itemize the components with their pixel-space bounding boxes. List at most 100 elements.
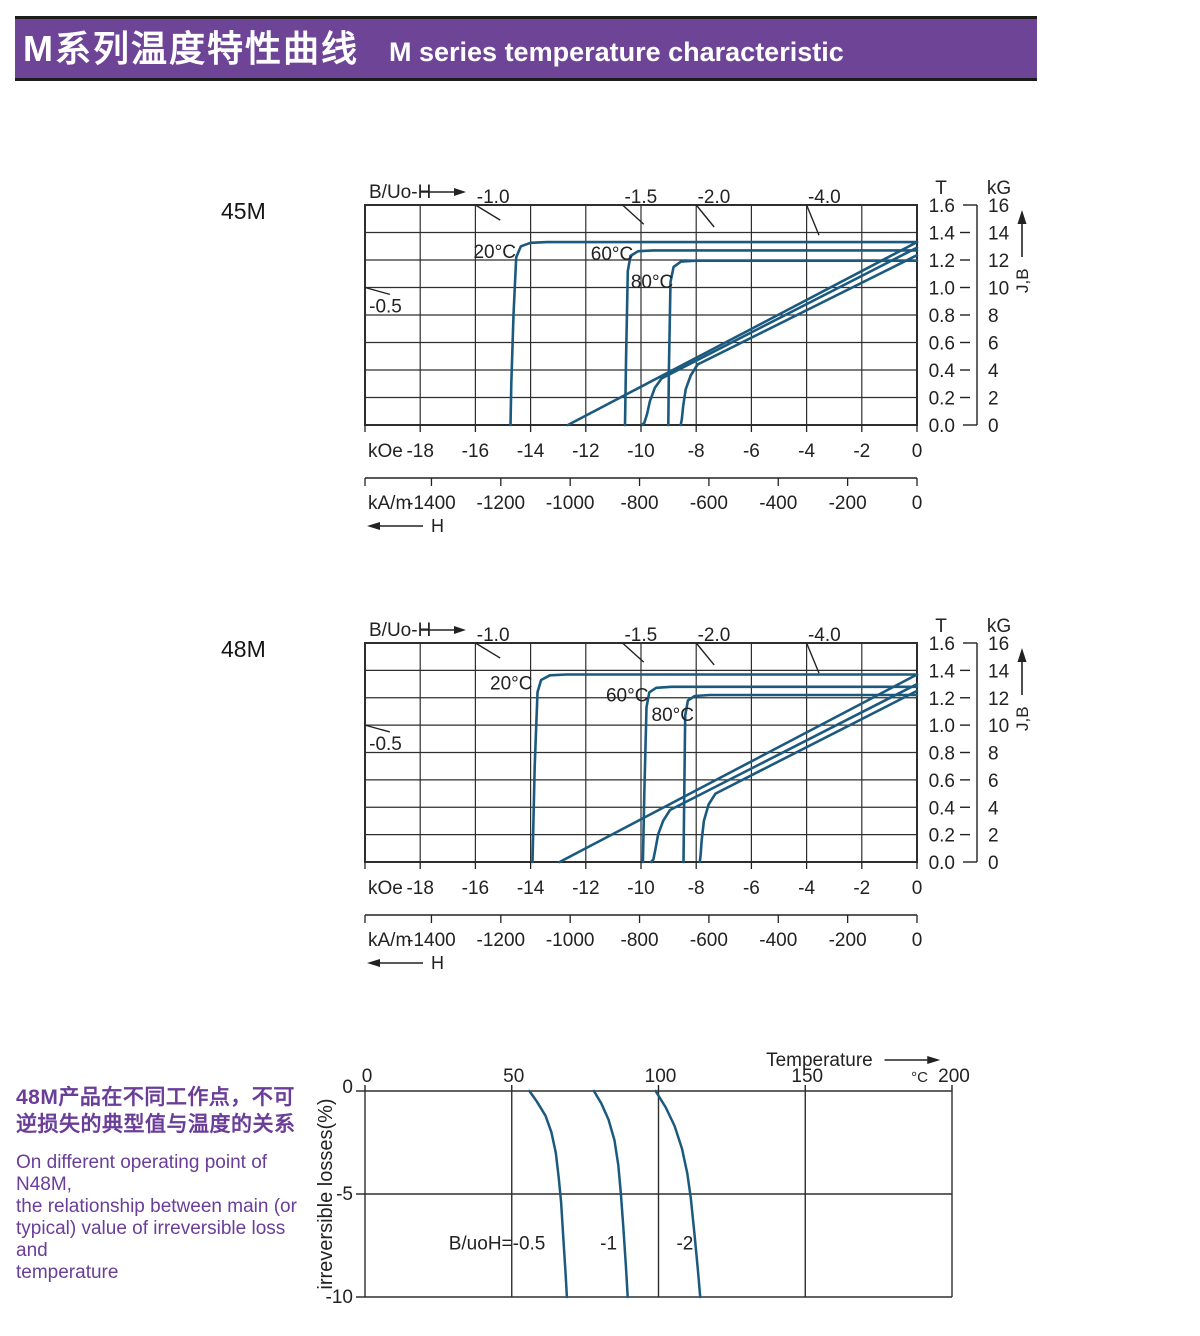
- kg-scale-label: 4: [988, 798, 999, 819]
- load-line-label: -4.0: [808, 187, 841, 208]
- curve-bh-1: [592, 1089, 629, 1299]
- t-scale-label: 0.2: [929, 826, 955, 847]
- koe-tick-label: -8: [688, 441, 705, 462]
- grade-label-45m: 45M: [221, 198, 266, 224]
- kam-tick-label: -1200: [477, 930, 526, 951]
- load-line-label: -4.0: [808, 625, 841, 646]
- t-scale-label: 0.2: [929, 389, 955, 410]
- y-axis-title: irreversible losses(%): [315, 1098, 337, 1289]
- x-tick-label: 150: [791, 1066, 823, 1087]
- load-line-label: -0.5: [369, 296, 402, 317]
- curve-j-20c: [531, 673, 919, 864]
- curve-b-20c: [558, 673, 919, 864]
- curve-bh-2: [654, 1089, 702, 1299]
- kg-scale-label: 4: [988, 361, 999, 382]
- kam-tick-label: -1000: [546, 930, 595, 951]
- t-scale-label: 0.0: [929, 416, 955, 437]
- curve-temp-label: 80°C: [631, 272, 673, 293]
- curve-j-80c: [682, 693, 919, 864]
- kam-tick-label: -1200: [477, 493, 526, 514]
- note-zh-line2: 逆损失的典型值与温度的关系: [16, 1113, 296, 1136]
- kam-tick-label: -200: [829, 493, 867, 514]
- note-en: On different operating point of N48M, th…: [16, 1152, 316, 1284]
- t-scale-label: 0.8: [929, 744, 955, 765]
- koe-tick-label: -14: [517, 878, 545, 899]
- load-line-tick: [622, 642, 645, 663]
- header-bar: M系列温度特性曲线 M series temperature character…: [15, 16, 1037, 81]
- t-scale-label: 0.8: [929, 306, 955, 327]
- kg-scale-label: 6: [988, 334, 999, 355]
- load-line-label: -1.5: [624, 625, 657, 646]
- curve-temp-label: 60°C: [606, 686, 648, 707]
- koe-tick-label: -16: [462, 878, 489, 899]
- plot-border: [364, 204, 918, 426]
- koe-tick-label: -12: [572, 878, 599, 899]
- load-line-tick: [364, 724, 391, 733]
- load-line-tick: [475, 204, 501, 221]
- kam-tick-label: -1400: [407, 930, 456, 951]
- koe-tick-label: -16: [462, 441, 489, 462]
- t-scale-label: 1.4: [929, 224, 956, 245]
- curve-b-80c: [698, 689, 919, 864]
- koe-tick-label: -18: [406, 878, 433, 899]
- h-axis-label: H: [431, 516, 444, 536]
- grid: [364, 204, 918, 426]
- kam-tick-label: -400: [759, 930, 797, 951]
- curve-j-80c: [667, 259, 919, 427]
- kg-scale-label: 6: [988, 771, 999, 792]
- koe-tick-label: -8: [688, 878, 705, 899]
- kg-scale-label: 0: [988, 416, 999, 437]
- curve-b-20c: [566, 240, 919, 427]
- t-scale-label: 0.4: [929, 798, 956, 819]
- kam-tick-label: -600: [690, 930, 728, 951]
- kam-tick-label: 0: [912, 930, 923, 951]
- koe-tick-label: -14: [517, 441, 545, 462]
- note-en-line4: temperature: [16, 1262, 119, 1283]
- curve-temp-label: 60°C: [591, 244, 633, 265]
- kam-tick-label: -800: [621, 493, 659, 514]
- page-title-en: M series temperature characteristic: [389, 37, 844, 67]
- kg-unit-header: kG: [987, 616, 1011, 637]
- h-axis-label: H: [431, 953, 444, 973]
- curve-j-60c: [623, 249, 919, 427]
- curve-j-20c: [509, 240, 919, 427]
- left-arrow-icon: [367, 522, 380, 530]
- kam-tick-label: -200: [829, 930, 867, 951]
- t-scale-label: 1.0: [929, 279, 955, 300]
- x-unit-label: °C: [911, 1069, 928, 1086]
- koe-tick-label: -4: [798, 878, 815, 899]
- load-line-label: -1.5: [624, 187, 657, 208]
- load-line-tick: [805, 642, 820, 674]
- load-line-label: -1.0: [477, 625, 510, 646]
- load-line-tick: [475, 642, 501, 659]
- left-arrow-icon: [367, 959, 380, 967]
- loss-curve-label: -1: [600, 1233, 617, 1254]
- curve-b-60c: [649, 682, 919, 864]
- kg-scale-label: 8: [988, 306, 999, 327]
- y-tick-label: 0: [342, 1077, 353, 1098]
- top-axis-title: B/Uo-H: [369, 620, 431, 641]
- kg-scale-label: 0: [988, 853, 999, 874]
- note-en-line2: the relationship between main (or: [16, 1196, 297, 1217]
- right-arrow-icon: [454, 626, 466, 634]
- kam-unit-label: kA/m: [368, 930, 411, 951]
- jb-axis-label: J,B: [1013, 268, 1032, 293]
- x-axis-title: Temperature: [766, 1050, 873, 1071]
- kam-unit-label: kA/m: [368, 493, 411, 514]
- load-line-tick: [622, 204, 645, 225]
- load-line-label: -2.0: [698, 625, 731, 646]
- curve-temp-label: 80°C: [652, 705, 694, 726]
- grid: [364, 642, 918, 863]
- kg-scale-label: 14: [988, 661, 1010, 682]
- load-line-tick: [364, 286, 391, 296]
- t-unit-header: T: [935, 616, 947, 637]
- kg-scale-label: 8: [988, 744, 999, 765]
- koe-tick-label: -12: [572, 441, 599, 462]
- y-tick-label: -10: [326, 1287, 353, 1308]
- load-line-tick: [805, 204, 820, 236]
- load-line-label: -0.5: [369, 734, 402, 755]
- kam-tick-label: -800: [621, 930, 659, 951]
- note-en-line3: typical) value of irreversible loss and: [16, 1218, 286, 1261]
- koe-tick-label: -6: [743, 878, 760, 899]
